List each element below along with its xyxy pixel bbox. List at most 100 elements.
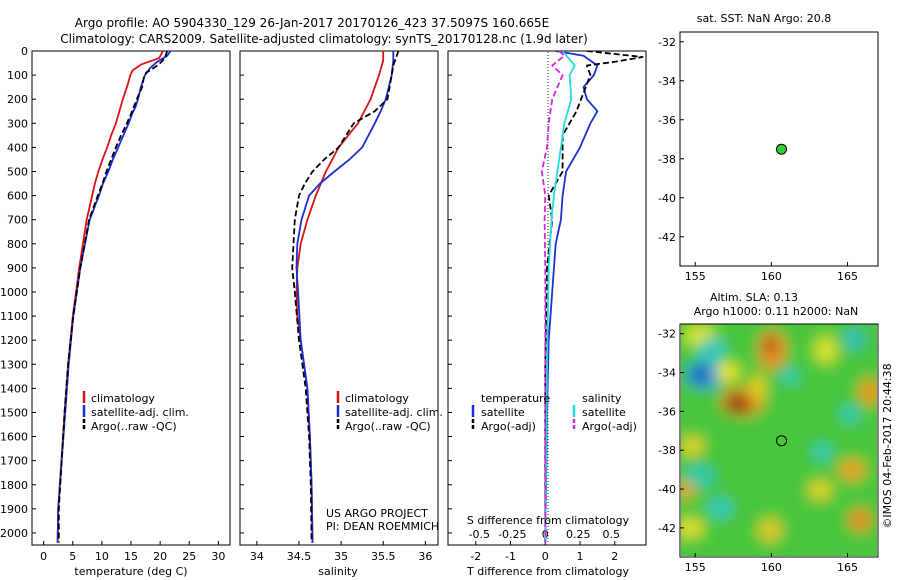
- s-tick-label: 0.25: [566, 528, 591, 541]
- panel-tick-marks: [240, 50, 426, 545]
- x-tick-label: 0: [542, 550, 549, 563]
- depth-tick-label: 800: [7, 238, 28, 251]
- lat-tick-label: -36: [658, 405, 676, 418]
- argo-float-position: [776, 143, 787, 155]
- x-tick-label: 35: [334, 550, 348, 563]
- series-line-0-2: [57, 50, 168, 543]
- lon-tick-label: 160: [761, 561, 782, 574]
- x-tick-label: -2: [470, 550, 481, 563]
- panel-tick-marks: [32, 50, 219, 545]
- legend-label-climatology: climatology: [91, 392, 155, 405]
- legend-title-salinity: salinity: [582, 392, 622, 405]
- series-line-1-2: [291, 50, 400, 543]
- x-tick-label: 34.5: [287, 550, 312, 563]
- s-tick-label: -0.5: [469, 528, 490, 541]
- lat-tick-label: -32: [658, 36, 676, 49]
- lon-tick-label: 160: [761, 270, 782, 283]
- depth-tick-label: 300: [7, 117, 28, 130]
- depth-tick-label: 1600: [0, 431, 28, 444]
- salinity-panel: 34 34.5 35 35.5 36 salinity climatology sate…: [240, 50, 443, 578]
- depth-tick-label: 1100: [0, 310, 28, 323]
- series-line-2-0: [544, 51, 599, 543]
- lat-tick-label: -38: [658, 444, 676, 457]
- sst-map-title: sat. SST: NaN Argo: 20.8: [697, 12, 831, 25]
- x-tick-label: 5: [69, 550, 76, 563]
- lon-tick-label: 165: [837, 270, 858, 283]
- legend-title-temperature: temperature: [481, 392, 550, 405]
- sst-map-ticks: 155 160 165 -32 -34 -36 -38 -40 -42: [658, 36, 858, 283]
- lat-tick-label: -38: [658, 153, 676, 166]
- project-annotation: US ARGO PROJECT: [326, 507, 428, 520]
- x-tick-label: 36: [418, 550, 432, 563]
- legend-label-t-argo: Argo(-adj): [481, 420, 536, 433]
- lat-tick-label: -42: [658, 231, 676, 244]
- depth-tick-label: 1500: [0, 407, 28, 420]
- legend-label-argo: Argo(..raw -QC): [91, 420, 177, 433]
- depth-tick-label: 1200: [0, 334, 28, 347]
- depth-tick-label: 1800: [0, 479, 28, 492]
- x-tick-label: 30: [211, 550, 225, 563]
- temperature-profiles: [56, 50, 172, 543]
- temperature-panel: 0100200300400500600700800900100011001200…: [0, 45, 225, 578]
- depth-tick-labels: 0 100 200 300 400 500 600 700 800 900 1000 1100 1200…: [0, 45, 28, 540]
- sst-map-points: [776, 143, 787, 155]
- s-difference-axis-label: S difference from climatology: [467, 514, 630, 527]
- x-tick-label: 1: [577, 550, 584, 563]
- depth-tick-label: 400: [7, 141, 28, 154]
- legend-label-satellite: satellite-adj. clim.: [91, 406, 189, 419]
- depth-tick-label: 600: [7, 190, 28, 203]
- x-tick-label: 35.5: [371, 550, 396, 563]
- salinity-legend: climatology satellite-adj. clim. Argo(..…: [336, 391, 443, 433]
- temperature-tick-labels: 0 5 10 15 20 25 30: [32, 50, 225, 563]
- depth-tick-label: 100: [7, 69, 28, 82]
- series-line-1-1: [295, 51, 395, 543]
- x-tick-label: 20: [153, 550, 167, 563]
- lat-tick-label: -40: [658, 483, 676, 496]
- sla-map-subtitle: Argo h1000: 0.11 h2000: NaN: [694, 305, 859, 318]
- series-line-2-3: [540, 51, 566, 543]
- lat-tick-label: -40: [658, 192, 676, 205]
- depth-tick-label: 1300: [0, 358, 28, 371]
- depth-tick-label: 1700: [0, 455, 28, 468]
- s-tick-label: 0.5: [603, 528, 621, 541]
- difference-profiles: [540, 51, 644, 543]
- x-tick-label: -1: [505, 550, 516, 563]
- difference-panel: -2 -1 0 1 2 -0.5 -0.25 0 0.25 0.5 T difference f…: [448, 50, 644, 578]
- depth-tick-label: 1000: [0, 286, 28, 299]
- x-tick-label: 15: [124, 550, 138, 563]
- legend-label-t-satellite: satellite: [481, 406, 525, 419]
- figure-title-line2: Climatology: CARS2009. Satellite-adjuste…: [60, 32, 588, 46]
- depth-tick-label: 1400: [0, 382, 28, 395]
- difference-legend: temperature satellite Argo(-adj) salinit…: [471, 392, 637, 433]
- depth-tick-label: 700: [7, 214, 28, 227]
- depth-tick-label: 0: [21, 45, 28, 58]
- argo-float-position: [776, 435, 787, 447]
- legend-label-argo: Argo(..raw -QC): [345, 420, 431, 433]
- temperature-legend: climatology satellite-adj. clim. Argo(..…: [82, 391, 189, 433]
- series-line-0-0: [56, 50, 164, 543]
- sla-map-frame: [679, 323, 879, 558]
- x-tick-label: 34: [250, 550, 264, 563]
- depth-tick-label: 200: [7, 93, 28, 106]
- series-line-2-1: [544, 51, 644, 543]
- salinity-difference-tick-labels: -0.5 -0.25 0 0.25 0.5: [469, 528, 620, 541]
- sla-map-panel: Altim. SLA: 0.13 Argo h1000: 0.11 h2000:…: [658, 291, 879, 574]
- depth-tick-label: 500: [7, 166, 28, 179]
- sla-heatmap: [681, 324, 877, 556]
- lat-tick-label: -36: [658, 114, 676, 127]
- depth-tick-label: 1900: [0, 503, 28, 516]
- salinity-tick-labels: 34 34.5 35 35.5 36: [240, 50, 432, 563]
- lon-tick-label: 155: [685, 270, 706, 283]
- temperature-axis-label: temperature (deg C): [74, 565, 187, 578]
- t-difference-axis-label: T difference from climatology: [466, 565, 629, 578]
- depth-tick-label: 2000: [0, 527, 28, 540]
- lat-tick-label: -34: [658, 367, 676, 380]
- x-tick-label: 2: [611, 550, 618, 563]
- lat-tick-label: -32: [658, 328, 676, 341]
- salinity-panel-frame: [239, 50, 439, 546]
- legend-label-satellite: satellite-adj. clim.: [345, 406, 443, 419]
- sla-map-title: Altim. SLA: 0.13: [710, 291, 798, 304]
- salinity-axis-label: salinity: [318, 565, 358, 578]
- legend-label-s-argo: Argo(-adj): [582, 420, 637, 433]
